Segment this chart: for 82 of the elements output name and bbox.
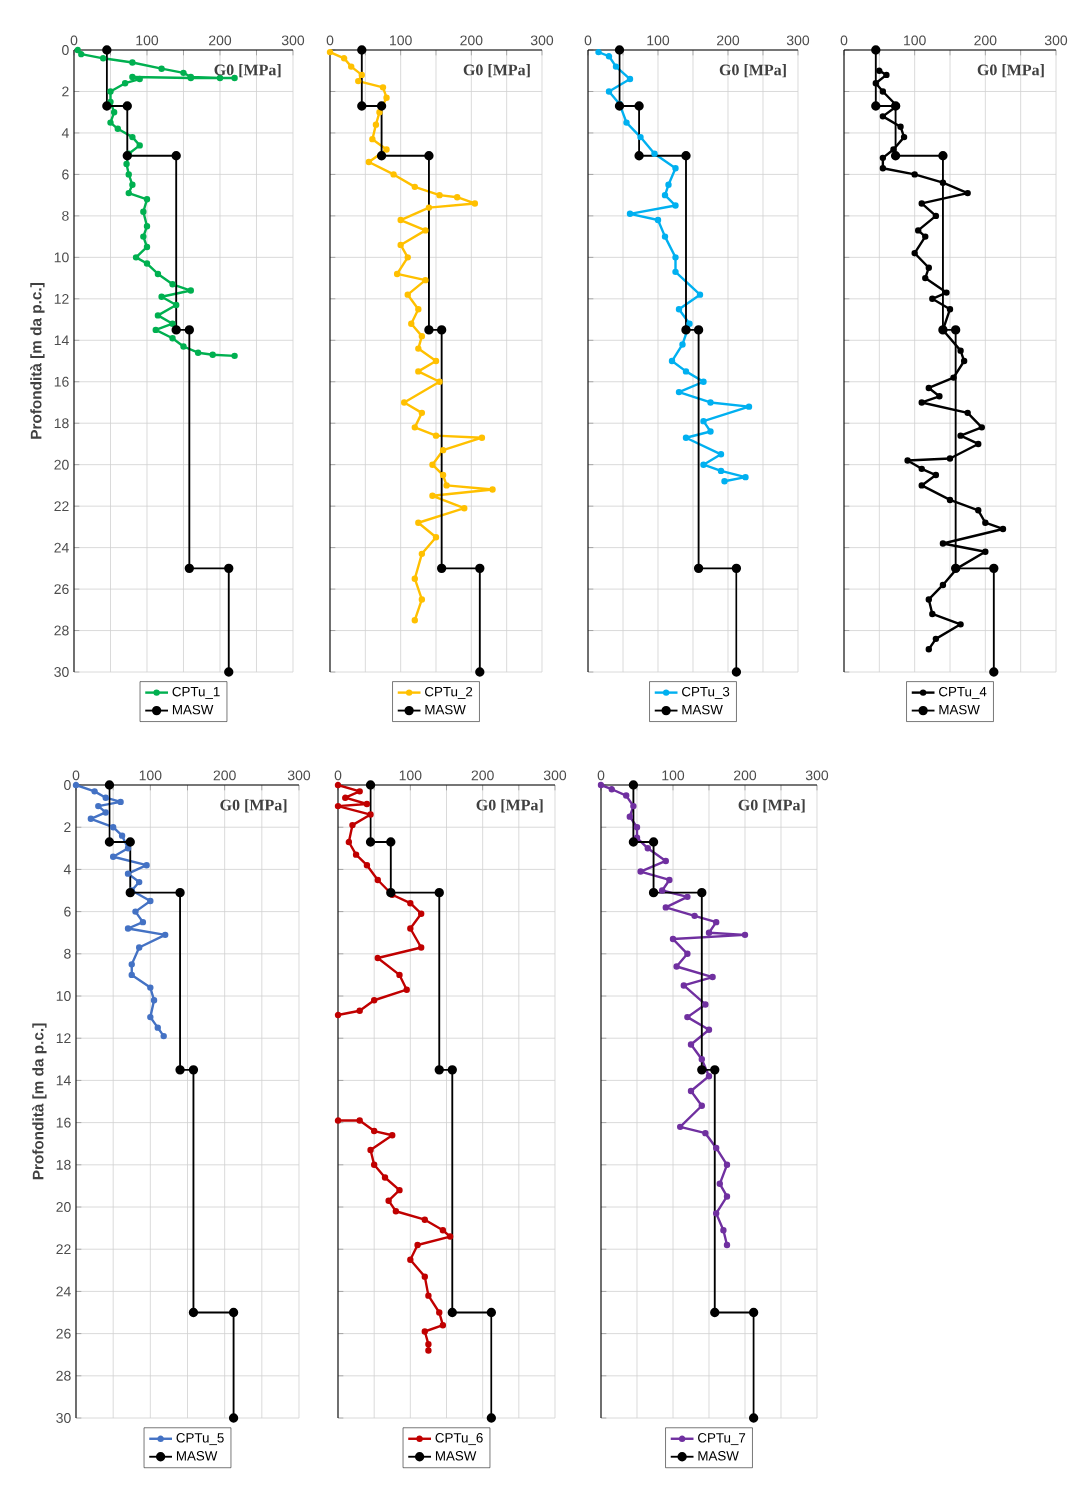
x-tick-label: 200 (471, 770, 494, 781)
y-tick-label: 16 (56, 1117, 71, 1128)
legend-label: CPTu_6 (435, 1433, 483, 1446)
legend-label: MASW (176, 1451, 218, 1461)
y-tick-label: 16 (54, 376, 69, 387)
y-tick-label: 0 (64, 780, 71, 790)
x-tick-label: 0 (584, 35, 592, 46)
legend-label: MASW (435, 1451, 477, 1461)
x-tick-label: 0 (326, 35, 334, 46)
y-tick-label: 6 (62, 169, 69, 180)
y-tick-label: 30 (56, 1413, 71, 1423)
legend-label: CPTu_2 (425, 686, 473, 699)
y-tick-label: 8 (62, 210, 69, 221)
legend-label: CPTu_1 (172, 686, 220, 699)
x-axis-title: G0 [MPa] (977, 64, 1044, 78)
y-tick-label: 6 (64, 906, 71, 917)
y-tick-label: 14 (56, 1075, 71, 1086)
y-tick-label: 20 (54, 459, 69, 470)
y-tick-label: 10 (54, 252, 69, 263)
x-tick-label: 0 (840, 35, 848, 46)
y-tick-label: 0 (62, 45, 69, 55)
y-axis-title: Profondità [m da p.c.] (30, 283, 45, 439)
y-tick-label: 10 (56, 991, 71, 1001)
y-tick-label: 26 (56, 1328, 71, 1339)
x-tick-label: 0 (72, 770, 80, 781)
x-tick-label: 100 (136, 35, 159, 46)
y-tick-label: 2 (64, 822, 71, 833)
x-axis-title: G0 [MPa] (476, 799, 543, 813)
y-tick-label: 30 (54, 667, 69, 677)
x-tick-label: 100 (390, 35, 412, 46)
y-tick-label: 14 (54, 335, 69, 346)
y-tick-label: 28 (56, 1370, 71, 1381)
x-tick-label: 300 (805, 770, 829, 781)
x-tick-label: 100 (662, 770, 685, 781)
x-tick-label: 200 (209, 35, 232, 46)
legend-label: CPTu_4 (939, 686, 987, 699)
x-tick-label: 300 (287, 770, 311, 781)
x-axis-title: G0 [MPa] (214, 64, 281, 78)
legend-label: MASW (425, 704, 466, 715)
legend-label: MASW (939, 704, 980, 715)
x-tick-label: 100 (904, 35, 926, 46)
x-tick-label: 300 (543, 770, 567, 781)
legend-label: MASW (172, 704, 214, 715)
y-tick-label: 4 (63, 864, 71, 875)
x-tick-label: 300 (1044, 35, 1068, 46)
y-tick-label: 26 (54, 584, 69, 595)
y-tick-label: 20 (56, 1202, 71, 1212)
y-tick-label: 12 (56, 1033, 71, 1044)
x-axis-title: G0 [MPa] (463, 64, 530, 78)
y-tick-label: 22 (54, 501, 69, 512)
y-tick-label: 24 (54, 542, 69, 553)
legend-label: MASW (698, 1451, 739, 1461)
x-tick-label: 300 (530, 35, 554, 46)
x-axis-title: G0 [MPa] (719, 64, 786, 78)
x-tick-label: 200 (213, 770, 236, 781)
x-tick-label: 100 (139, 770, 162, 781)
legend-label: CPTu_3 (682, 686, 730, 699)
y-tick-label: 28 (54, 625, 69, 636)
x-tick-label: 100 (399, 770, 422, 781)
x-tick-label: 200 (717, 35, 740, 46)
x-tick-label: 0 (334, 770, 342, 781)
x-tick-label: 0 (597, 770, 605, 781)
y-tick-label: 12 (54, 293, 69, 304)
x-tick-label: 200 (460, 35, 483, 46)
y-tick-label: 18 (54, 418, 69, 429)
x-axis-title: G0 [MPa] (220, 799, 287, 813)
x-tick-label: 200 (974, 35, 997, 46)
y-tick-label: 22 (56, 1244, 71, 1255)
y-tick-label: 8 (64, 948, 71, 959)
x-axis-title: G0 [MPa] (738, 799, 805, 813)
legend-label: MASW (682, 704, 723, 715)
y-tick-label: 24 (56, 1286, 71, 1297)
y-axis-title: Profondità [m da p.c.] (32, 1023, 47, 1180)
x-tick-label: 100 (647, 35, 670, 46)
x-tick-label: 200 (734, 770, 757, 781)
y-tick-label: 4 (61, 128, 69, 138)
legend-label: CPTu_5 (176, 1433, 224, 1446)
y-tick-label: 2 (62, 86, 69, 97)
legend-label: CPTu_7 (698, 1433, 746, 1446)
x-tick-label: 300 (281, 35, 305, 46)
y-tick-label: 18 (56, 1159, 71, 1170)
x-tick-label: 300 (786, 35, 810, 46)
